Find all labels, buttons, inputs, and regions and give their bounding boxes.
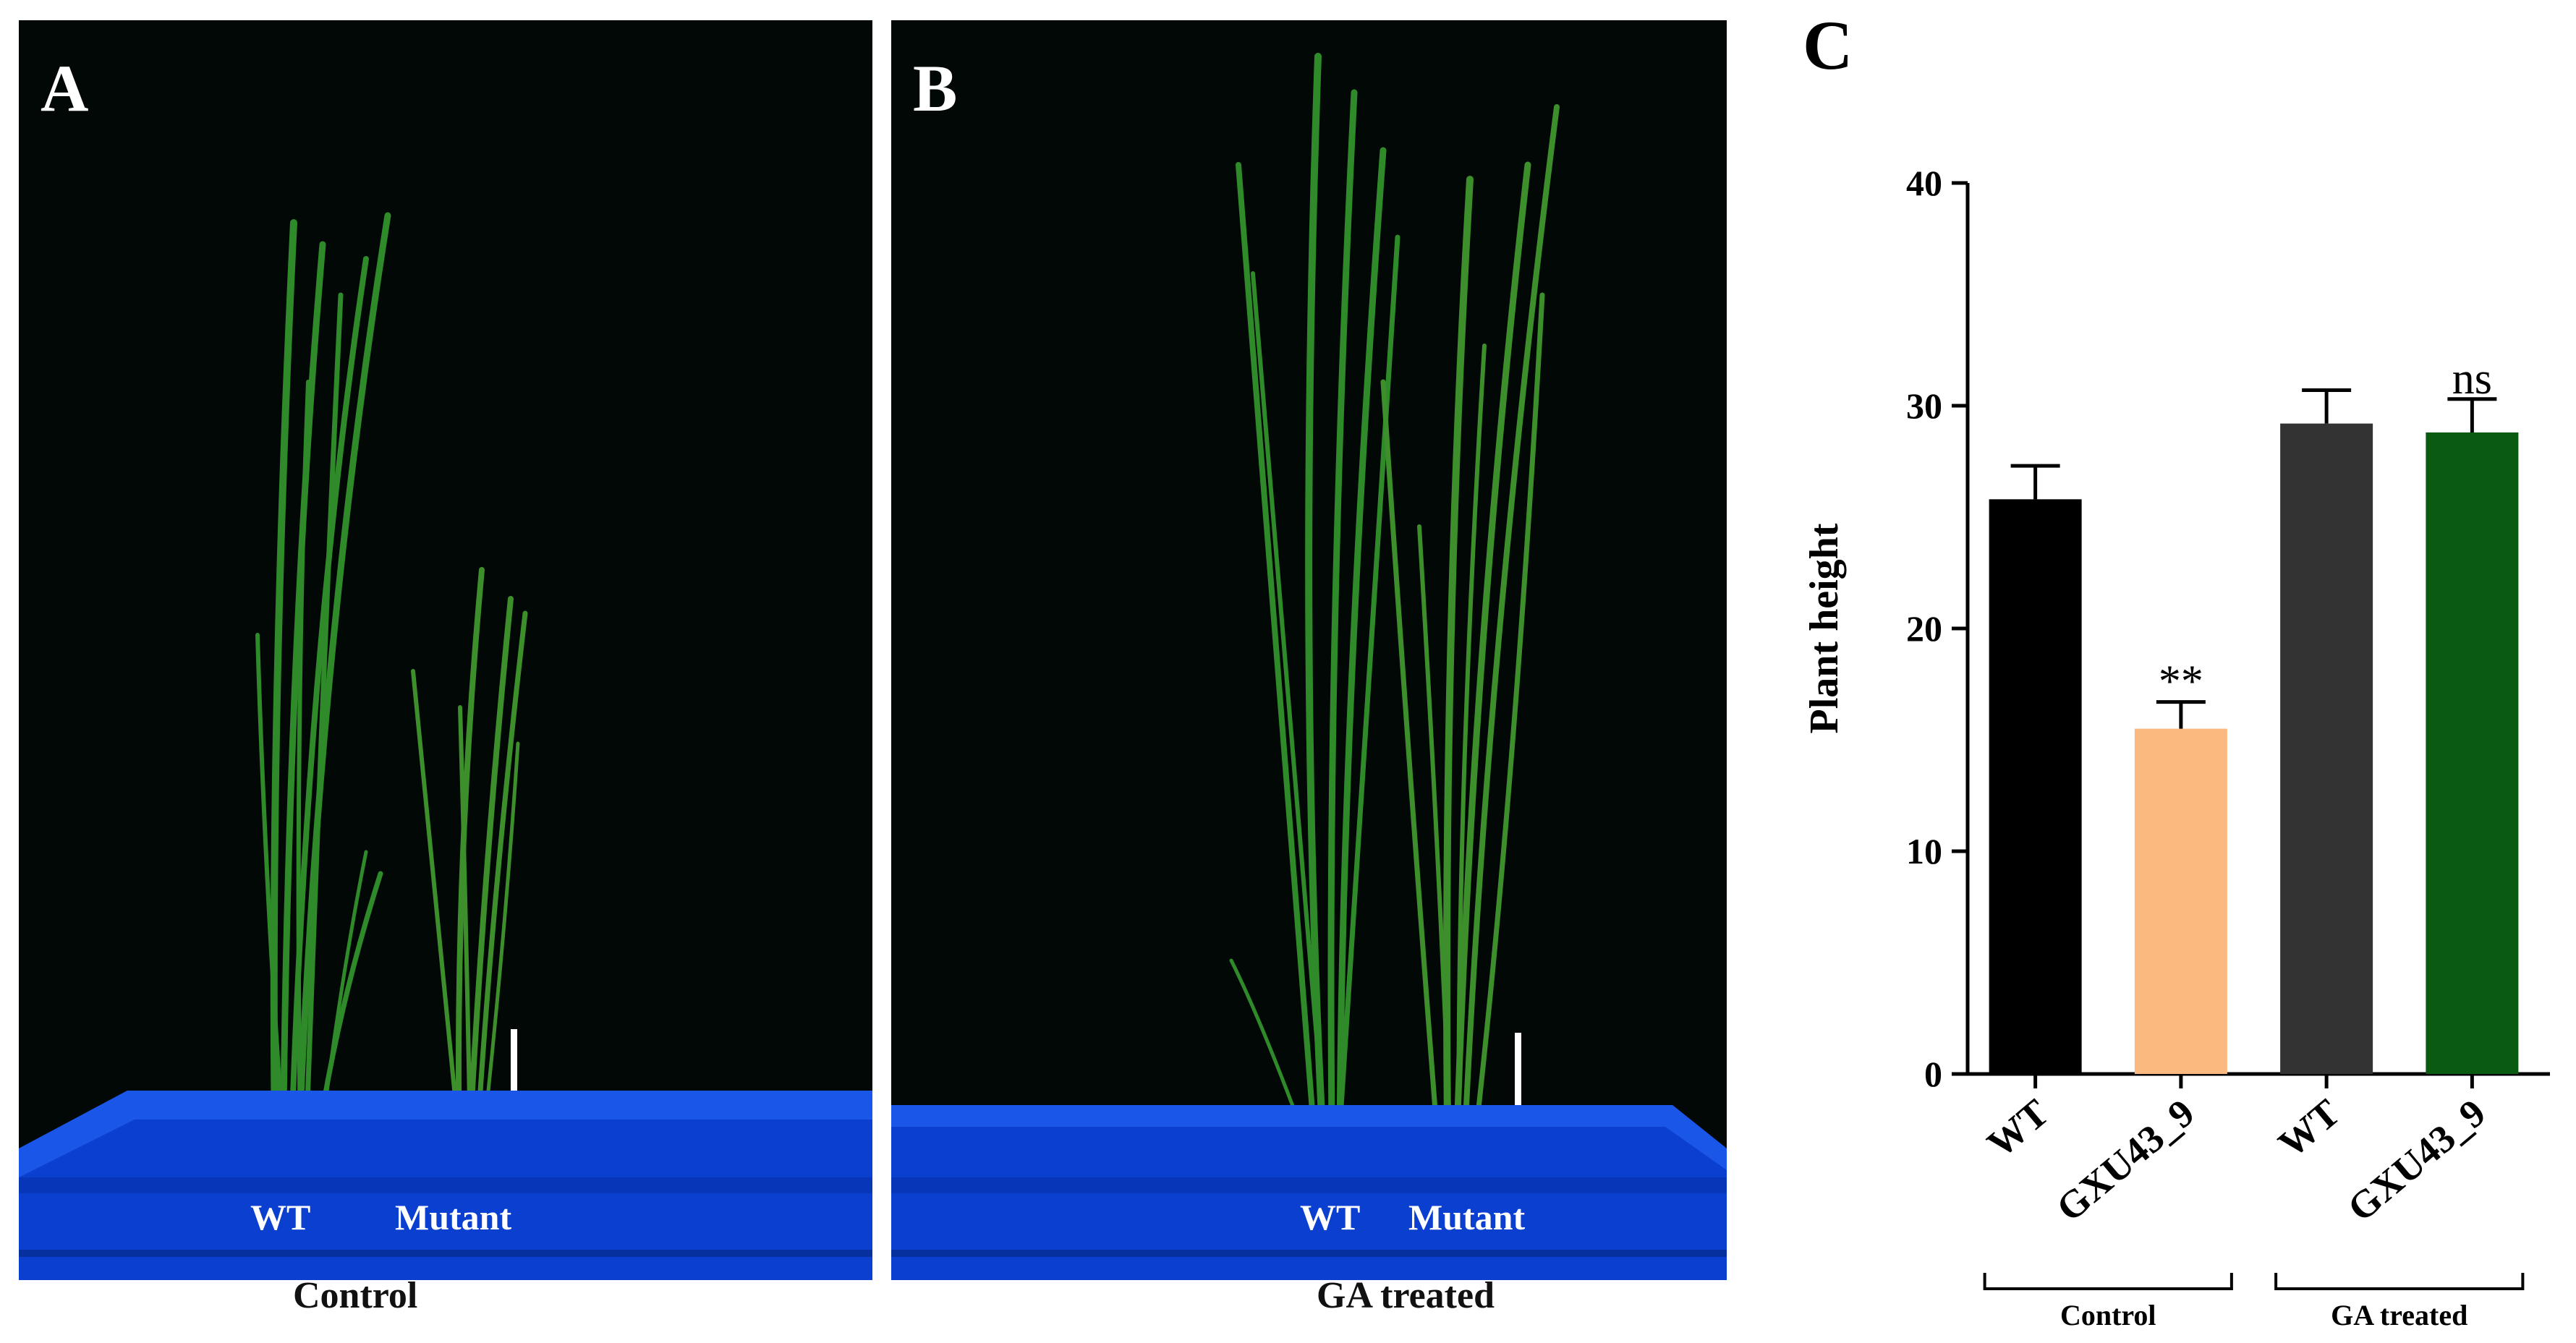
tray (891, 1105, 1727, 1280)
panel-b-caption: GA treated (1317, 1275, 1495, 1316)
significance-label: ** (2159, 657, 2203, 707)
tray (19, 1091, 872, 1280)
panel-b-label-mutant: Mutant (1408, 1197, 1526, 1237)
wt-plant (255, 212, 391, 1188)
y-tick-label: 0 (1924, 1054, 1942, 1094)
panel-b-letter: B (913, 51, 958, 125)
panel-b-drawing (891, 53, 1727, 1280)
panel-a-label-mutant: Mutant (395, 1197, 512, 1237)
group-label: GA treated (2331, 1299, 2467, 1331)
panel-c-letter: C (1803, 7, 1853, 84)
category-label: WT (2270, 1091, 2348, 1166)
y-tick-label: 10 (1906, 831, 1942, 871)
panel-a-drawing (19, 212, 872, 1280)
significance-label: ns (2452, 354, 2492, 404)
category-label: GXU43_9 (2339, 1091, 2494, 1230)
panel-c-chart: C 0 10 20 30 40 Plant height WT ** GXU43_9 WT ns GXU… (1765, 0, 2576, 1343)
scale-bar (511, 1029, 517, 1148)
wt-plant-treated (1229, 53, 1400, 1188)
y-tick-label: 30 (1906, 385, 1942, 426)
panel-a-label-wt: WT (250, 1197, 311, 1237)
bar (2426, 432, 2519, 1074)
y-tick-label: 40 (1906, 163, 1942, 203)
scale-bar (1515, 1033, 1521, 1152)
y-tick-label: 20 (1906, 608, 1942, 649)
category-label: GXU43_9 (2048, 1091, 2202, 1230)
bar (1989, 499, 2082, 1074)
panel-b-label-wt: WT (1300, 1197, 1361, 1237)
bar (2280, 423, 2373, 1074)
mutant-plant-treated (1380, 104, 1560, 1188)
panel-b-photo: B WT Mutant (891, 20, 1727, 1280)
group-bracket (2274, 1273, 2525, 1290)
panel-a-caption: Control (293, 1275, 418, 1316)
panel-a-photo: A WT Mutant (19, 20, 872, 1280)
panel-a-letter: A (41, 51, 89, 125)
bar (2134, 728, 2227, 1074)
y-axis-label: Plant height (1802, 523, 1847, 733)
category-label: WT (1979, 1091, 2057, 1166)
group-label: Control (2060, 1299, 2156, 1331)
group-bracket (1983, 1273, 2233, 1290)
